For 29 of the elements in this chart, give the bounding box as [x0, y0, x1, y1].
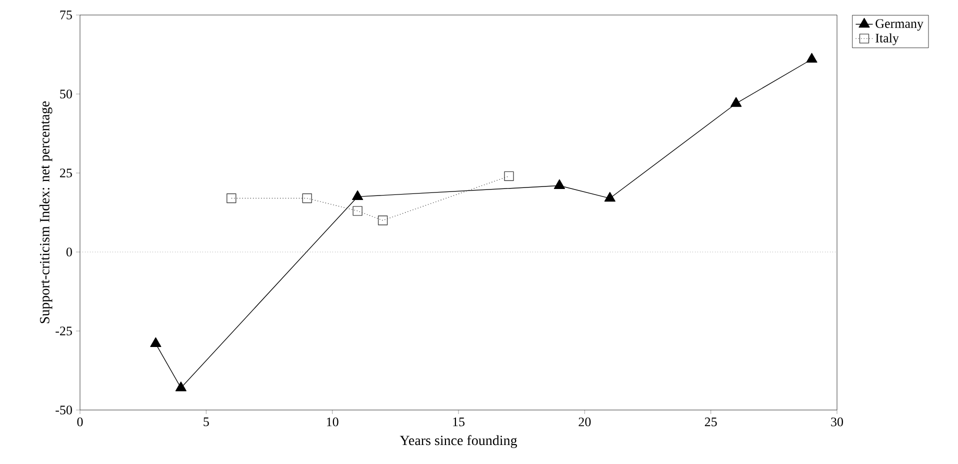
y-tick-label: 75: [60, 10, 72, 20]
point: [806, 52, 818, 63]
x-tick-label: 5: [204, 418, 209, 426]
y-tick-label: -25: [56, 326, 72, 336]
x-tick-label: 0: [77, 418, 83, 426]
x-tick-label: 30: [831, 418, 844, 426]
y-tick-label: 0: [66, 248, 72, 256]
point: [175, 382, 186, 392]
point: [352, 206, 362, 216]
point: [604, 192, 616, 202]
x-tick-label: 25: [704, 418, 717, 426]
point: [352, 190, 364, 200]
point: [554, 179, 565, 189]
x-tick-label: 20: [578, 418, 591, 426]
x-tick-label: 10: [326, 418, 338, 426]
point: [150, 337, 162, 347]
point: [302, 193, 312, 204]
x-axis-title: Years since founding: [400, 435, 518, 448]
y-axis-title: Support-criticism Index: net percentage: [40, 101, 52, 324]
point: [730, 97, 742, 107]
legend-label: Germany: [876, 19, 924, 31]
legend-label: Italy: [876, 33, 899, 46]
point: [504, 171, 514, 182]
y-tick-label: 25: [60, 168, 72, 178]
y-tick-label: -50: [56, 406, 72, 414]
x-tick-label: 15: [453, 418, 464, 426]
point: [378, 216, 388, 226]
point: [226, 193, 236, 204]
y-tick-label: 50: [60, 90, 72, 98]
